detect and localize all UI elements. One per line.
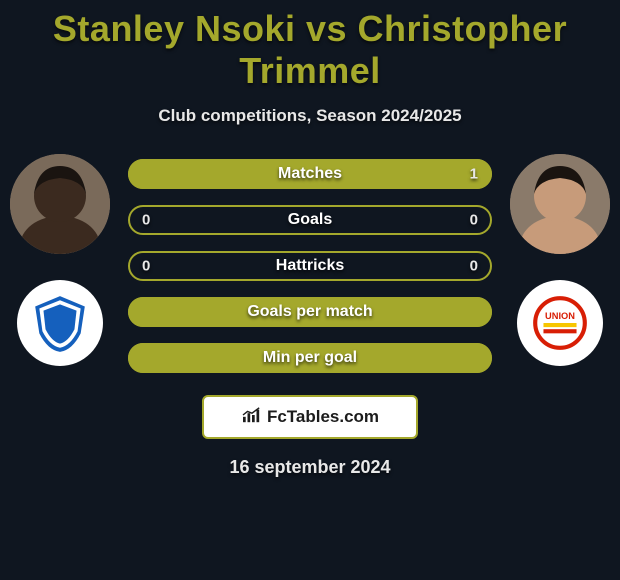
stat-bar: Goals per match [128, 297, 492, 327]
stat-bar: 0 0 Goals [128, 205, 492, 235]
stat-value-right: 0 [470, 212, 478, 229]
left-player-column [10, 154, 110, 366]
player-right-avatar [510, 154, 610, 254]
right-player-column: UNION [510, 154, 610, 366]
club-left-badge [17, 280, 103, 366]
stat-bars: 1 Matches 0 0 Goals 0 0 Hattricks Goals per matc… [110, 159, 510, 373]
player-left-avatar [10, 154, 110, 254]
page-subtitle: Club competitions, Season 2024/2025 [0, 106, 620, 126]
comparison-row: 1 Matches 0 0 Goals 0 0 Hattricks Goals per matc… [0, 154, 620, 373]
svg-text:UNION: UNION [545, 311, 575, 321]
stat-value-left: 0 [142, 258, 150, 275]
club-right-badge: UNION [517, 280, 603, 366]
stat-label: Min per goal [263, 349, 357, 367]
site-logo-text: FcTables.com [267, 407, 379, 427]
site-logo-box: FcTables.com [202, 395, 418, 439]
stat-label: Goals [288, 211, 332, 229]
stat-bar: Min per goal [128, 343, 492, 373]
stat-value-right: 0 [470, 258, 478, 275]
stat-bar: 1 Matches [128, 159, 492, 189]
stat-label: Goals per match [247, 303, 372, 321]
stat-value-right: 1 [470, 166, 478, 183]
stat-bar: 0 0 Hattricks [128, 251, 492, 281]
chart-icon [241, 406, 263, 429]
stat-label: Matches [278, 165, 342, 183]
stat-value-left: 0 [142, 212, 150, 229]
stat-label: Hattricks [276, 257, 344, 275]
page-title: Stanley Nsoki vs Christopher Trimmel [0, 0, 620, 92]
generated-date: 16 september 2024 [0, 457, 620, 478]
